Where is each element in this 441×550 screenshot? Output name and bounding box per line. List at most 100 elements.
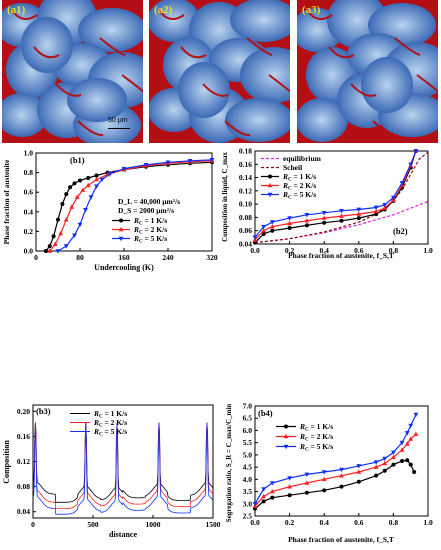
y-tick-label: 0.2 [24, 227, 34, 236]
y-tick-label: 5.5 [243, 438, 253, 447]
data-point [339, 218, 344, 223]
y-axis-label: Composition [2, 440, 11, 484]
y-axis-label: Segregation ratio, S_R = C_max/C_min [225, 404, 233, 522]
series-line [32, 422, 214, 503]
y-tick-label: 0.8 [24, 168, 34, 177]
data-point [60, 201, 65, 206]
legend-label: RC = 1 K/s [282, 172, 316, 183]
austenite-grain [297, 98, 348, 142]
y-tick-label: 0.16 [17, 432, 30, 441]
data-point [399, 440, 405, 446]
data-point [287, 484, 292, 489]
y-tick-label: 0.10 [239, 200, 252, 209]
y-tick-label: 3.0 [243, 499, 253, 508]
data-point [261, 493, 267, 499]
plot-frame [254, 405, 429, 517]
x-tick-label: 0.0 [250, 518, 260, 527]
micro-panel-a3: (a3) [297, 0, 438, 143]
liquid-channel [11, 9, 38, 20]
data-point [304, 472, 310, 478]
panel-label: (a3) [302, 4, 321, 16]
data-point [64, 192, 69, 197]
data-point [356, 211, 362, 216]
data-point [72, 181, 77, 186]
data-point [43, 249, 48, 253]
y-tick-label: 0.12 [17, 457, 30, 466]
plot-frame [254, 150, 429, 245]
data-point [304, 223, 309, 228]
y-tick-label: 0.04 [239, 240, 252, 249]
y-tick-label: 6.5 [243, 414, 253, 423]
liquid-channel [372, 120, 399, 137]
legend-label: RC = 2 K/s [299, 432, 333, 443]
chart-b3: 0 500 1000 1500 0.04 0.08 0.12 0.16 0.20 distance… [2, 404, 220, 539]
legend-label: RC = 2 K/s [133, 225, 167, 236]
x-tick-label: 320 [206, 253, 218, 262]
data-point [86, 175, 91, 180]
data-point [269, 481, 275, 486]
scale-bar-label: 50 μm [108, 117, 128, 124]
legend-label: RC = 5 K/s [133, 234, 167, 245]
data-point [374, 473, 379, 478]
series-line [254, 150, 417, 241]
data-point [287, 226, 292, 231]
data-point [261, 232, 266, 237]
series-line [254, 150, 417, 238]
austenite-grain [149, 0, 200, 42]
y-tick-label: 6.0 [243, 426, 253, 435]
data-point [339, 213, 344, 218]
data-point [284, 424, 288, 429]
legend-label: RC = 1 K/s [299, 422, 333, 433]
scale-bar [108, 128, 130, 129]
data-point [267, 192, 273, 198]
austenite-grain [361, 57, 413, 113]
data-point [321, 210, 327, 216]
y-tick-label: 7.0 [243, 402, 253, 411]
data-point [339, 473, 344, 478]
x-tick-label: 0 [31, 520, 35, 529]
data-point [63, 217, 69, 222]
liquid-channel [99, 37, 126, 56]
x-tick-label: 0.6 [354, 246, 364, 255]
x-tick-label: 0.4 [320, 518, 330, 527]
data-point [412, 470, 417, 474]
annotation: D_L = 40,000 μm²/s [118, 197, 180, 206]
panel-label: (b2) [393, 226, 408, 236]
x-tick-label: 1.0 [423, 518, 433, 527]
data-point [143, 162, 149, 168]
austenite-grain [240, 47, 290, 103]
data-point [304, 218, 310, 223]
data-point [408, 162, 414, 167]
austenite-grain [78, 8, 143, 52]
data-point [47, 248, 53, 253]
x-tick-label: 240 [162, 253, 174, 262]
liquid-channel [33, 46, 60, 59]
data-point [356, 216, 361, 221]
series-line [32, 422, 214, 509]
y-tick-label: 0.06 [239, 226, 252, 235]
data-point [287, 216, 292, 221]
data-point [404, 431, 410, 436]
data-point [382, 460, 388, 466]
data-point [321, 476, 327, 482]
y-tick-label: 0.14 [239, 173, 252, 182]
x-tick-label: 0.0 [250, 246, 260, 255]
data-point [373, 208, 379, 214]
data-point [322, 488, 327, 493]
y-tick-label: 0.4 [24, 207, 34, 216]
y-axis-label: Phase fraction of austenite [2, 159, 11, 244]
legend-label: RC = 2 K/s [93, 418, 127, 429]
austenite-grain [67, 78, 127, 122]
legend-label: RC = 5 K/s [299, 442, 333, 453]
x-axis-label: Undercooling (K) [94, 263, 154, 272]
data-point [391, 195, 396, 201]
austenite-grain [225, 98, 290, 142]
x-axis-label: Phase fraction of austenite, f_S,T [288, 535, 394, 544]
data-point [69, 204, 75, 209]
data-point [80, 187, 86, 193]
series-line [254, 150, 417, 244]
data-point [382, 468, 387, 473]
micro-panel-a1: (a1) [2, 0, 143, 143]
x-tick-label: 0.2 [285, 246, 295, 255]
liquid-channel [350, 83, 377, 97]
